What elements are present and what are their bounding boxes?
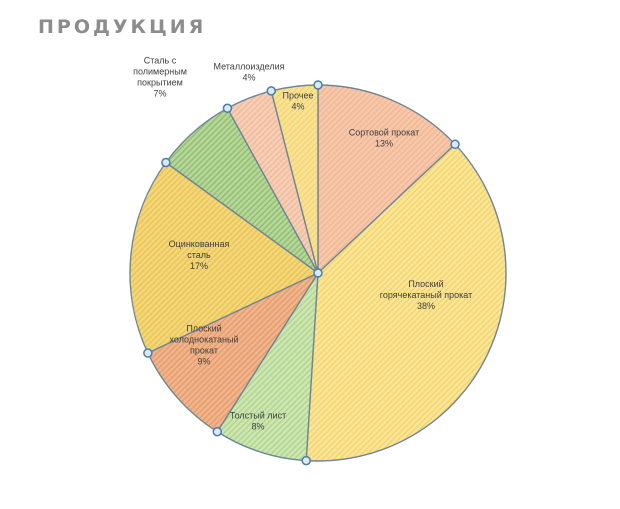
pie-data-label: Прочее 4% xyxy=(283,91,314,112)
selection-handle[interactable] xyxy=(266,86,276,96)
pie-data-label: Металлоизделия 4% xyxy=(213,62,284,83)
pie-slice[interactable] xyxy=(129,161,320,354)
pie-data-label: Плоский горячекатаный прокат 38% xyxy=(380,279,472,311)
selection-handle[interactable] xyxy=(143,348,153,358)
chart-title: ПРОДУКЦИЯ xyxy=(38,16,207,38)
pie-data-label: Сталь с полимерным покрытием 7% xyxy=(133,56,187,99)
selection-handles[interactable] xyxy=(143,80,460,466)
selection-handle[interactable] xyxy=(222,103,233,113)
pie-slices[interactable] xyxy=(129,84,507,462)
pie-data-label: Плоский холоднокатаный прокат 9% xyxy=(169,324,238,367)
pie-data-label: Сортовой прокат 13% xyxy=(349,128,420,149)
pie-slice[interactable] xyxy=(305,143,507,462)
pie-labels: Сортовой прокат 13% Плоский горячекатаный п… xyxy=(133,56,472,432)
selection-handle[interactable] xyxy=(212,426,223,437)
pie-slice[interactable] xyxy=(317,84,457,275)
pie-data-label: Толстый лист 8% xyxy=(230,411,286,432)
selection-handle[interactable] xyxy=(313,80,323,90)
selection-handle[interactable] xyxy=(161,157,171,168)
selection-handle[interactable] xyxy=(450,139,460,150)
center-handle[interactable] xyxy=(313,268,323,278)
pie-data-label: Оцинкованная сталь 17% xyxy=(169,239,230,271)
selection-handle[interactable] xyxy=(301,455,311,466)
